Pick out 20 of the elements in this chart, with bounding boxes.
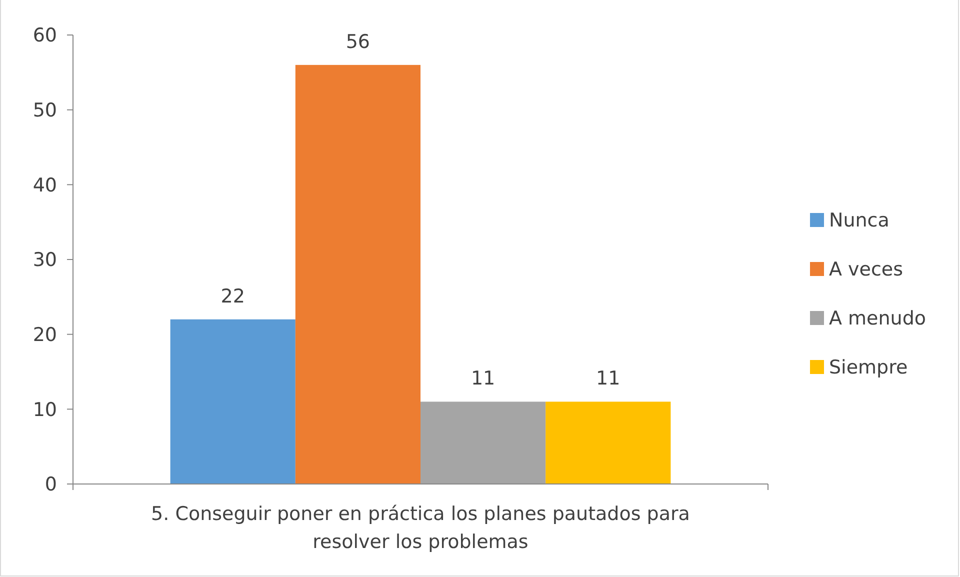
legend-label: Nunca [829,210,890,232]
legend-label: A menudo [829,308,926,330]
data-label: 56 [346,30,370,53]
y-tick-label: 40 [32,174,57,196]
y-tick-label: 10 [32,398,57,421]
x-tick-label: 5. Conseguir poner en práctica los planes pautados para resolver los problemas [151,503,690,553]
y-tick-label: 60 [32,24,57,47]
data-label: 22 [220,285,245,308]
bar [546,402,671,484]
y-tick-label: 20 [32,324,57,346]
bar [170,319,296,484]
y-tick-label: 0 [44,474,57,496]
y-tick-label: 30 [32,249,57,272]
legend-label: Siempre [829,356,908,379]
y-tick-label: 50 [32,99,57,122]
data-label: 11 [596,368,620,390]
bar [420,402,546,484]
bar [295,64,420,484]
legend-label: A veces [829,258,904,281]
data-label: 11 [470,368,496,390]
